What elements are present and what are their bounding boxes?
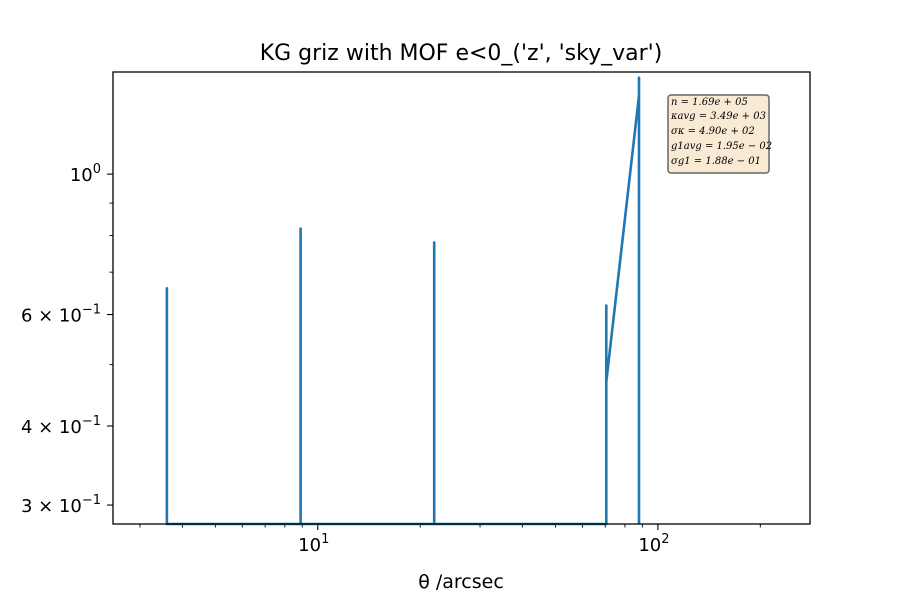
x-axis-label: θ /arcsec	[418, 571, 504, 593]
stats-box-background	[667, 94, 770, 174]
x-tick-label: 101	[298, 532, 329, 556]
stats-box: n = 1.69e + 05 κavg = 3.49e + 03 σκ = 4.…	[667, 94, 772, 174]
y-axis: 100 6 × 10−1 4 × 10−1 3 × 10−1	[21, 162, 113, 517]
plot-frame	[112, 71, 811, 525]
chart-title: KG griz with MOF e<0_('z', 'sky_var')	[260, 41, 663, 66]
x-tick-label: 102	[638, 532, 669, 556]
y-tick-label: 3 × 10−1	[21, 493, 101, 517]
stats-line-sigma-kappa: σκ = 4.90e + 02	[671, 126, 755, 137]
y-tick-label: 100	[70, 162, 101, 186]
stats-line-n: n = 1.69e + 05	[671, 97, 748, 108]
stats-line-sigma-g1: σg1 = 1.88e − 01	[671, 156, 761, 167]
x-axis: 101 102	[139, 524, 761, 556]
y-tick-label: 6 × 10−1	[21, 303, 101, 327]
y-tick-label: 4 × 10−1	[21, 414, 101, 438]
stats-line-g1-avg: g1avg = 1.95e − 02	[671, 141, 772, 152]
stats-line-kappa-avg: κavg = 3.49e + 03	[670, 111, 766, 122]
